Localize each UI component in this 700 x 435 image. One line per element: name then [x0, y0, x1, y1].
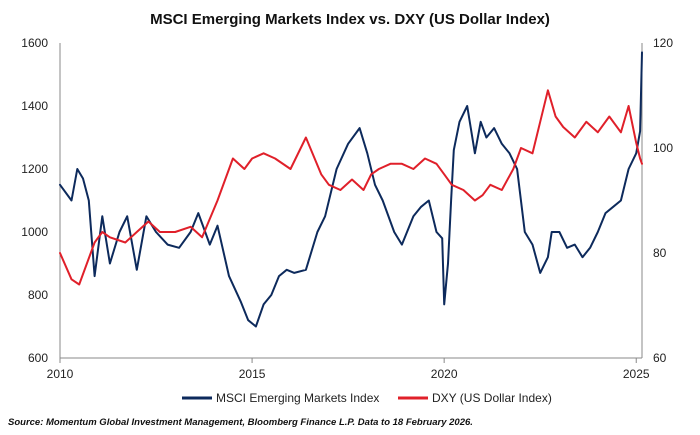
- y-left-tick-label: 800: [28, 288, 48, 302]
- series-layer: [59, 51, 643, 328]
- y-left-tick-label: 1000: [21, 225, 48, 239]
- legend: MSCI Emerging Markets Index DXY (US Doll…: [182, 391, 552, 405]
- y-right-tick-label: 100: [653, 141, 673, 155]
- axes: 600 800 1000 1200 1400 1600 60 80 100 120 2010 2015…: [21, 36, 673, 381]
- legend-label-msci: MSCI Emerging Markets Index: [216, 391, 379, 405]
- x-tick-label: 2015: [239, 367, 266, 381]
- x-tick-label: 2010: [47, 367, 74, 381]
- x-tick-label: 2020: [431, 367, 458, 381]
- series-line-dxy: [59, 89, 643, 286]
- y-right-tick-label: 80: [653, 246, 667, 260]
- x-tick-label: 2025: [623, 367, 650, 381]
- y-left-tick-label: 1200: [21, 162, 48, 176]
- chart-title: MSCI Emerging Markets Index vs. DXY (US …: [150, 11, 550, 28]
- source-note: Source: Momentum Global Investment Manag…: [8, 417, 473, 428]
- y-left-tick-label: 1600: [21, 36, 48, 50]
- series-line-msci: [59, 51, 643, 328]
- y-right-tick-label: 120: [653, 36, 673, 50]
- legend-label-dxy: DXY (US Dollar Index): [432, 391, 552, 405]
- y-left-tick-label: 600: [28, 351, 48, 365]
- y-left-tick-label: 1400: [21, 99, 48, 113]
- y-right-tick-label: 60: [653, 351, 667, 365]
